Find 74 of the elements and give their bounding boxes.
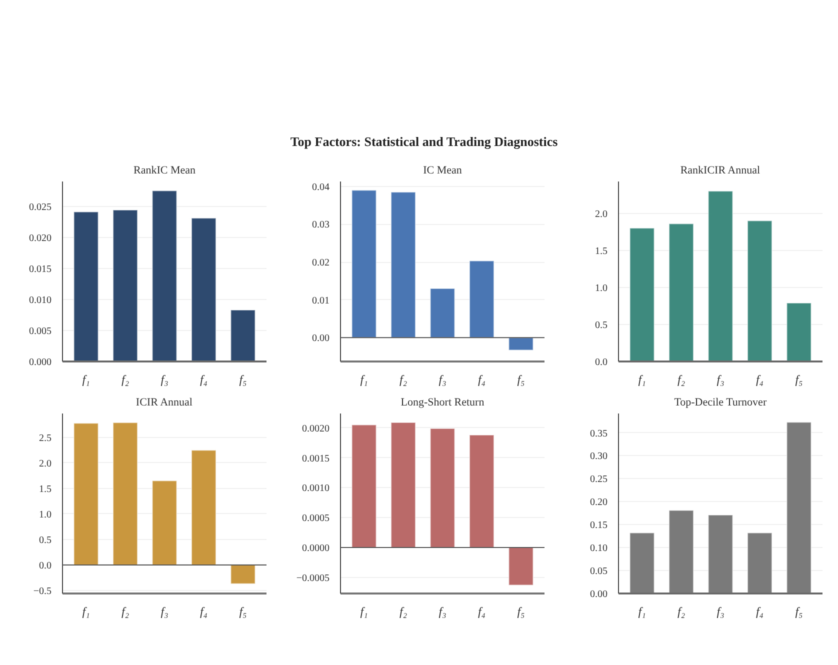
y-tick-label: 0.0015	[302, 452, 330, 464]
chart-title: IC Mean	[423, 164, 462, 176]
x-tick-label: f₁	[638, 604, 646, 618]
x-tick-label: f₅	[795, 372, 803, 386]
chart-title: RankIC Mean	[133, 164, 196, 176]
y-tick-label: 1.5	[39, 484, 52, 495]
x-tick-label: f₅	[795, 604, 803, 618]
x-tick-label: f₁	[82, 604, 90, 618]
x-tick-label: f₃	[438, 372, 446, 386]
y-tick-label: 0.00	[590, 588, 608, 600]
x-tick-label: f₁	[360, 372, 368, 386]
y-tick-label: 2.0	[595, 208, 608, 220]
y-tick-label: 0.015	[29, 263, 52, 274]
x-tick-label: f₂	[678, 604, 686, 618]
y-tick-label: 0.0	[595, 356, 608, 368]
y-tick-label: 0.35	[590, 428, 608, 439]
y-tick-label: 0.0000	[302, 542, 330, 554]
y-tick-label: 0.025	[29, 201, 52, 212]
chart-title: Top-Decile Turnover	[674, 396, 767, 408]
y-tick-label: 0.00	[312, 332, 330, 344]
y-tick-label: 2.0	[39, 458, 52, 470]
y-tick-label: 0.0010	[302, 482, 330, 494]
x-tick-label: f₃	[160, 372, 168, 386]
y-tick-label: 0.20	[590, 496, 608, 508]
x-tick-label: f₂	[122, 604, 130, 618]
y-tick-label: 0.05	[590, 566, 608, 577]
chart-title: ICIR Annual	[136, 396, 192, 408]
y-tick-label: 0.03	[312, 219, 330, 230]
x-tick-label: f₁	[360, 604, 368, 618]
y-tick-label: 2.5	[39, 432, 52, 444]
x-tick-label: f₅	[517, 372, 525, 386]
y-tick-label: 0.25	[590, 474, 608, 485]
x-tick-label: f₅	[239, 604, 247, 618]
y-tick-label: 0.000	[29, 356, 52, 368]
y-tick-label: −0.5	[33, 586, 52, 597]
x-tick-label: f₅	[517, 604, 525, 618]
x-tick-label: f₄	[200, 604, 208, 618]
y-tick-label: 0.15	[590, 520, 608, 531]
y-tick-label: 0.5	[595, 320, 608, 331]
x-tick-label: f₁	[82, 372, 90, 386]
x-tick-label: f₃	[716, 604, 724, 618]
y-tick-label: 0.10	[590, 542, 608, 554]
chart-title: RankICIR Annual	[680, 164, 760, 176]
x-tick-label: f₃	[438, 604, 446, 618]
y-tick-label: 0.0020	[302, 422, 330, 434]
x-tick-label: f₂	[678, 372, 686, 386]
x-tick-label: f₄	[200, 372, 208, 386]
x-tick-label: f₂	[122, 372, 130, 386]
x-tick-label: f₄	[756, 604, 764, 618]
y-tick-label: 0.0005	[302, 512, 330, 524]
x-tick-label: f₂	[400, 372, 408, 386]
x-tick-label: f₃	[716, 372, 724, 386]
x-tick-label: f₄	[756, 372, 764, 386]
y-tick-label: 0.020	[29, 232, 52, 244]
y-tick-label: 0.01	[312, 294, 330, 306]
y-tick-label: 0.5	[39, 534, 52, 546]
x-tick-label: f₅	[239, 372, 247, 386]
y-tick-label: 0.02	[312, 257, 330, 268]
y-tick-label: 0.010	[29, 294, 52, 306]
x-tick-label: f₃	[160, 604, 168, 618]
y-tick-label: 0.30	[590, 450, 608, 462]
y-tick-label: 1.0	[39, 509, 52, 520]
x-tick-label: f₁	[638, 372, 646, 386]
y-tick-label: 1.0	[595, 282, 608, 294]
text: Top Factors: Statistical and Trading Diagnostics	[290, 133, 558, 151]
y-tick-label: 0.0	[39, 560, 52, 572]
y-tick-label: 1.5	[595, 245, 608, 256]
x-tick-label: f₄	[478, 372, 486, 386]
y-tick-label: 0.005	[29, 326, 52, 337]
y-tick-label: −0.0005	[296, 572, 330, 584]
chart-title: Long-Short Return	[400, 396, 485, 408]
x-tick-label: f₂	[400, 604, 408, 618]
y-tick-label: 0.04	[312, 181, 330, 192]
x-tick-label: f₄	[478, 604, 486, 618]
